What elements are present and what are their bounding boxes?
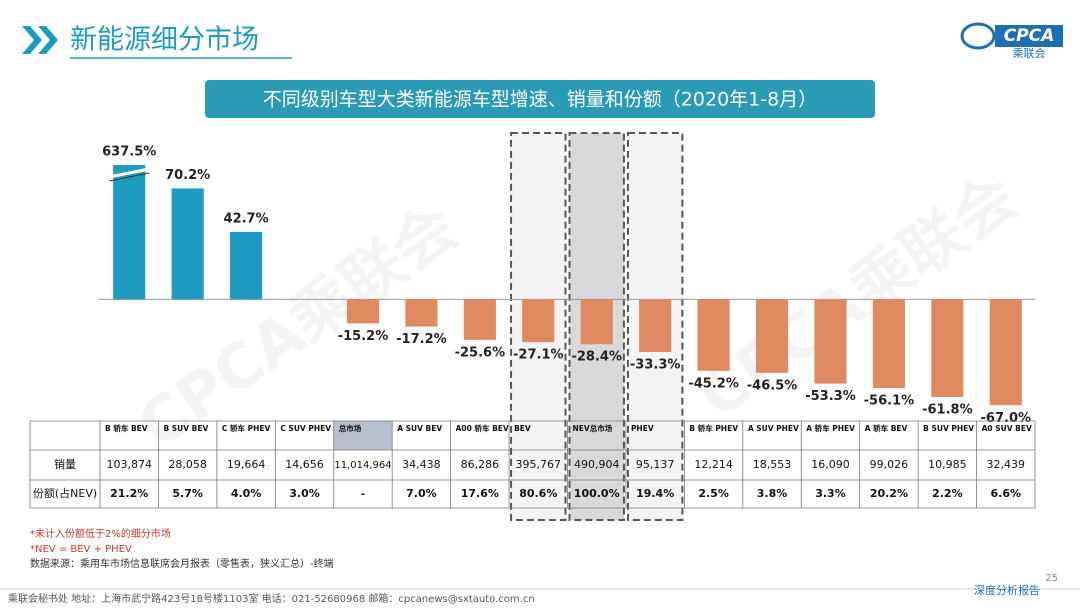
- table-cell: 34,438: [402, 458, 441, 471]
- footer-address: 乘联会秘书处 地址：上海市武宁路423号18号楼1103室 电话：021-526…: [8, 592, 535, 605]
- table-header: B SUV PHEV: [923, 424, 974, 433]
- chart-title-box: [205, 80, 875, 118]
- bar: [522, 299, 555, 343]
- axis-break: [108, 167, 150, 179]
- bar: [463, 299, 496, 340]
- bar: [405, 299, 438, 327]
- bar: [989, 299, 1022, 406]
- logo-box: [995, 25, 1063, 47]
- bar: [580, 299, 613, 345]
- table-cell: 21.2%: [110, 487, 148, 500]
- table-cell: 6.6%: [991, 487, 1022, 500]
- table-cell: 99,026: [870, 458, 909, 471]
- table-header: B SUV BEV: [163, 424, 208, 433]
- value-label: 42.7%: [224, 211, 269, 226]
- table-cell: 17.6%: [461, 487, 499, 500]
- table-header: B 轿车 PHEV: [689, 423, 738, 433]
- value-label: -17.2%: [396, 332, 447, 347]
- table-cell: 80.6%: [519, 487, 557, 500]
- value-label: -53.3%: [805, 389, 856, 404]
- table-header: A SUV PHEV: [748, 424, 799, 433]
- table-header: A00 轿车 BEV: [456, 423, 509, 433]
- value-label: -61.8%: [922, 403, 973, 418]
- chart-title: 不同级别车型大类新能源车型增速、销量和份额（2020年1-8月）: [263, 89, 817, 111]
- bar: [113, 165, 146, 300]
- bar: [872, 299, 905, 389]
- page-number: 25: [1045, 573, 1058, 584]
- table-cell: 19.4%: [636, 487, 674, 500]
- table-header: 总市场: [339, 423, 362, 433]
- bar: [814, 299, 847, 384]
- table-cell: 2.5%: [698, 487, 729, 500]
- table-cell: -: [361, 489, 365, 500]
- bar: [697, 299, 730, 371]
- table-cell: 100.0%: [574, 487, 620, 500]
- table-cell: 20.2%: [870, 487, 908, 500]
- header-title: 新能源细分市场: [70, 25, 259, 56]
- logo-sub: 乘联会: [1013, 47, 1046, 60]
- bar: [639, 299, 672, 352]
- table-header: PHEV: [631, 424, 654, 433]
- table-cell: 28,058: [168, 458, 207, 471]
- table-cell: 5.7%: [172, 487, 203, 500]
- table-cell: 95,137: [636, 458, 675, 471]
- bar: [346, 299, 380, 324]
- value-label: -25.6%: [455, 345, 506, 360]
- table-header: BEV: [514, 424, 531, 433]
- table-header: B 轿车 BEV: [105, 423, 148, 433]
- value-label: -33.3%: [630, 357, 681, 372]
- table-cell: 395,767: [516, 458, 562, 471]
- value-label: 70.2%: [165, 168, 210, 183]
- bar: [171, 188, 204, 300]
- value-label: -15.2%: [338, 329, 389, 344]
- table-header: NEV总市场: [573, 423, 613, 433]
- table-header: C SUV PHEV: [280, 424, 331, 433]
- table-cell: 103,874: [106, 458, 152, 471]
- bar: [755, 299, 789, 373]
- table-cell: 490,904: [574, 458, 620, 471]
- note: *未计入份额低于2%的细分市场: [30, 527, 171, 540]
- table-header: A 轿车 PHEV: [806, 423, 855, 433]
- table-cell: 7.0%: [406, 487, 437, 500]
- table-cell: 32,439: [987, 458, 1026, 471]
- value-label: -56.1%: [864, 394, 915, 409]
- table-cell: 86,286: [461, 458, 500, 471]
- table-header: C 轿车 PHEV: [222, 423, 271, 433]
- table-header: A SUV BEV: [397, 424, 442, 433]
- table-cell: 4.0%: [231, 487, 262, 500]
- table-row-label: 销量: [54, 457, 76, 471]
- header-icon: [22, 26, 58, 54]
- value-label: -46.5%: [747, 378, 798, 393]
- table-cell: 12,214: [694, 458, 733, 471]
- footer-report: 深度分析报告: [974, 583, 1040, 597]
- note: *NEV = BEV + PHEV: [30, 544, 132, 555]
- table-cell: 3.0%: [289, 487, 320, 500]
- table-cell: 14,656: [285, 458, 324, 471]
- table-head-cell-fill: [333, 421, 393, 450]
- table-cell: 18,553: [753, 458, 792, 471]
- value-label: -45.2%: [688, 376, 739, 391]
- table-row-label: 份额(占NEV): [33, 486, 97, 500]
- logo-swoosh: [960, 22, 996, 50]
- value-label: -27.1%: [513, 348, 564, 363]
- table-cell: 3.8%: [757, 487, 788, 500]
- value-label: -28.4%: [571, 350, 622, 365]
- table-cell: 2.2%: [932, 487, 963, 500]
- axis-break: [109, 172, 150, 182]
- table-header: A0 SUV BEV: [982, 424, 1032, 433]
- note: 数据来源：乘用车市场信息联席会月报表（零售表，狭义汇总）-终端: [30, 557, 334, 570]
- logo-text: CPCA: [1004, 26, 1055, 46]
- table-header: A 轿车 BEV: [865, 423, 908, 433]
- table-cell: 11,014,964: [334, 460, 391, 471]
- value-label: -67.0%: [981, 411, 1032, 426]
- table-cell: 19,664: [227, 458, 266, 471]
- table-cell: 16,090: [811, 458, 850, 471]
- bar: [931, 299, 964, 398]
- table-cell: 10,985: [928, 458, 967, 471]
- table-cell: 3.3%: [815, 487, 846, 500]
- value-label: 637.5%: [102, 145, 156, 160]
- bar: [230, 231, 263, 300]
